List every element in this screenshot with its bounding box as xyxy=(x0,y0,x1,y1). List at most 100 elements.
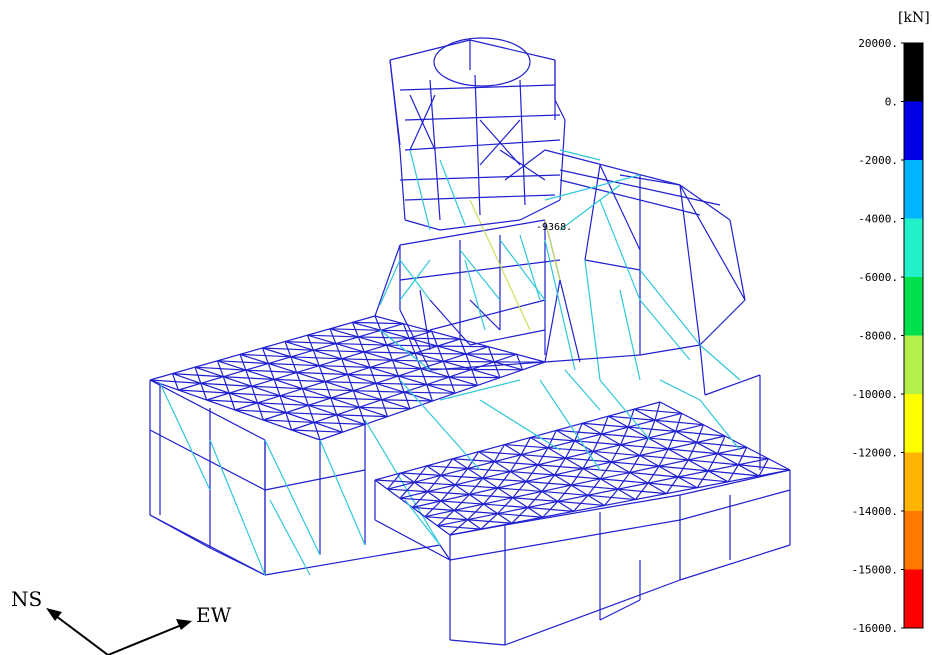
wing-brace xyxy=(700,400,740,450)
core-member xyxy=(375,245,400,316)
color-scale-tick-label: -15000. xyxy=(852,564,898,577)
frame-member xyxy=(405,140,560,150)
slope-brace xyxy=(620,290,640,380)
color-scale-tick-label: 20000. xyxy=(858,37,898,50)
frame-member xyxy=(680,185,700,345)
frame-member xyxy=(680,490,790,520)
frame-member xyxy=(390,60,400,145)
core-member xyxy=(545,280,560,362)
frame-member xyxy=(210,548,265,575)
color-band xyxy=(904,336,923,395)
roof-member xyxy=(400,425,703,499)
color-scale-unit: [kN] xyxy=(898,10,930,26)
wall-brace xyxy=(210,440,265,575)
core-brace xyxy=(460,250,500,300)
frame-member xyxy=(505,580,680,645)
tower-brace xyxy=(410,150,430,230)
tower-member xyxy=(390,40,470,60)
frame-member xyxy=(450,640,505,645)
color-band xyxy=(904,511,923,570)
color-scale-tick-label: -10000. xyxy=(852,388,898,401)
color-scale-tick-label: -14000. xyxy=(852,505,898,518)
slope-member xyxy=(545,150,680,185)
color-scale-tick-label: -4000. xyxy=(858,213,898,226)
wing-brace xyxy=(480,400,560,450)
tower-member xyxy=(555,100,565,120)
color-band xyxy=(904,219,923,278)
frame-member xyxy=(585,165,600,260)
ew-label: EW xyxy=(196,603,232,627)
core-brace xyxy=(520,235,540,300)
color-scale-tick-label: 0. xyxy=(885,96,898,109)
frame-member xyxy=(405,115,560,120)
slope-brace xyxy=(585,260,600,380)
color-scale-tick-label: -6000. xyxy=(858,271,898,284)
color-scale-tick-label: -16000. xyxy=(852,622,898,635)
wing-brace xyxy=(440,380,520,400)
wall-brace xyxy=(265,440,320,555)
frame-member xyxy=(680,545,790,580)
color-band xyxy=(904,102,923,161)
frame-member xyxy=(150,515,210,548)
slope-member xyxy=(680,185,730,220)
color-band xyxy=(904,570,923,629)
structure-frame-model xyxy=(150,38,790,645)
tower-member xyxy=(520,200,560,220)
frame-member xyxy=(470,330,545,345)
orientation-indicator: NS EW xyxy=(11,587,232,655)
roof-member xyxy=(425,447,747,516)
wall-brace xyxy=(365,420,440,545)
ns-label: NS xyxy=(11,587,42,611)
color-band xyxy=(904,160,923,219)
slope-brace xyxy=(640,270,700,345)
frame-member xyxy=(150,430,265,490)
color-scale-legend: [kN] 20000. 0. -2000. -4000. -6000. -8000. -10… xyxy=(852,10,930,635)
color-band xyxy=(904,277,923,336)
color-band xyxy=(904,394,923,453)
frame-member xyxy=(430,362,545,370)
frame-member xyxy=(620,175,680,185)
frame-member xyxy=(265,545,440,575)
tower-member xyxy=(560,120,565,200)
core-brace xyxy=(545,240,575,370)
frame-member xyxy=(265,470,365,490)
color-scale-tick-label: -2000. xyxy=(858,154,898,167)
wing-brace xyxy=(565,370,600,410)
color-scale-tick-label: -8000. xyxy=(858,330,898,343)
slope-brace xyxy=(600,200,640,300)
roof-member xyxy=(438,459,769,526)
frame-member xyxy=(150,380,265,440)
slope-member xyxy=(705,375,760,395)
slope-member xyxy=(700,300,745,345)
peak-force-label: -9368. xyxy=(536,222,572,233)
frame-member xyxy=(640,345,700,355)
frame-member xyxy=(400,260,560,280)
slope-brace xyxy=(700,345,740,380)
wall-brace xyxy=(320,440,365,545)
ew-arrow-head xyxy=(176,619,192,630)
core-brace xyxy=(380,260,400,305)
color-band xyxy=(904,453,923,512)
ns-arrow-line xyxy=(52,613,108,655)
slope-member xyxy=(730,220,745,300)
core-brace xyxy=(500,240,545,300)
roof-member xyxy=(375,402,660,480)
frame-member xyxy=(545,355,640,362)
wing-brace xyxy=(660,380,700,400)
core-member xyxy=(400,220,545,245)
wall-brace xyxy=(270,500,310,575)
color-scale-tick-label: -12000. xyxy=(852,447,898,460)
color-band xyxy=(904,43,923,102)
tower-cap-ring xyxy=(434,38,530,86)
tower-member xyxy=(405,220,440,230)
frame-member xyxy=(585,260,640,270)
frame-member xyxy=(470,300,500,330)
ew-arrow-line xyxy=(108,624,184,655)
tower-member xyxy=(400,150,405,220)
frame-member xyxy=(600,600,640,620)
tower-brace xyxy=(440,160,465,225)
frame-member xyxy=(400,175,560,180)
slope-member xyxy=(700,345,705,395)
frame-member xyxy=(680,185,745,300)
